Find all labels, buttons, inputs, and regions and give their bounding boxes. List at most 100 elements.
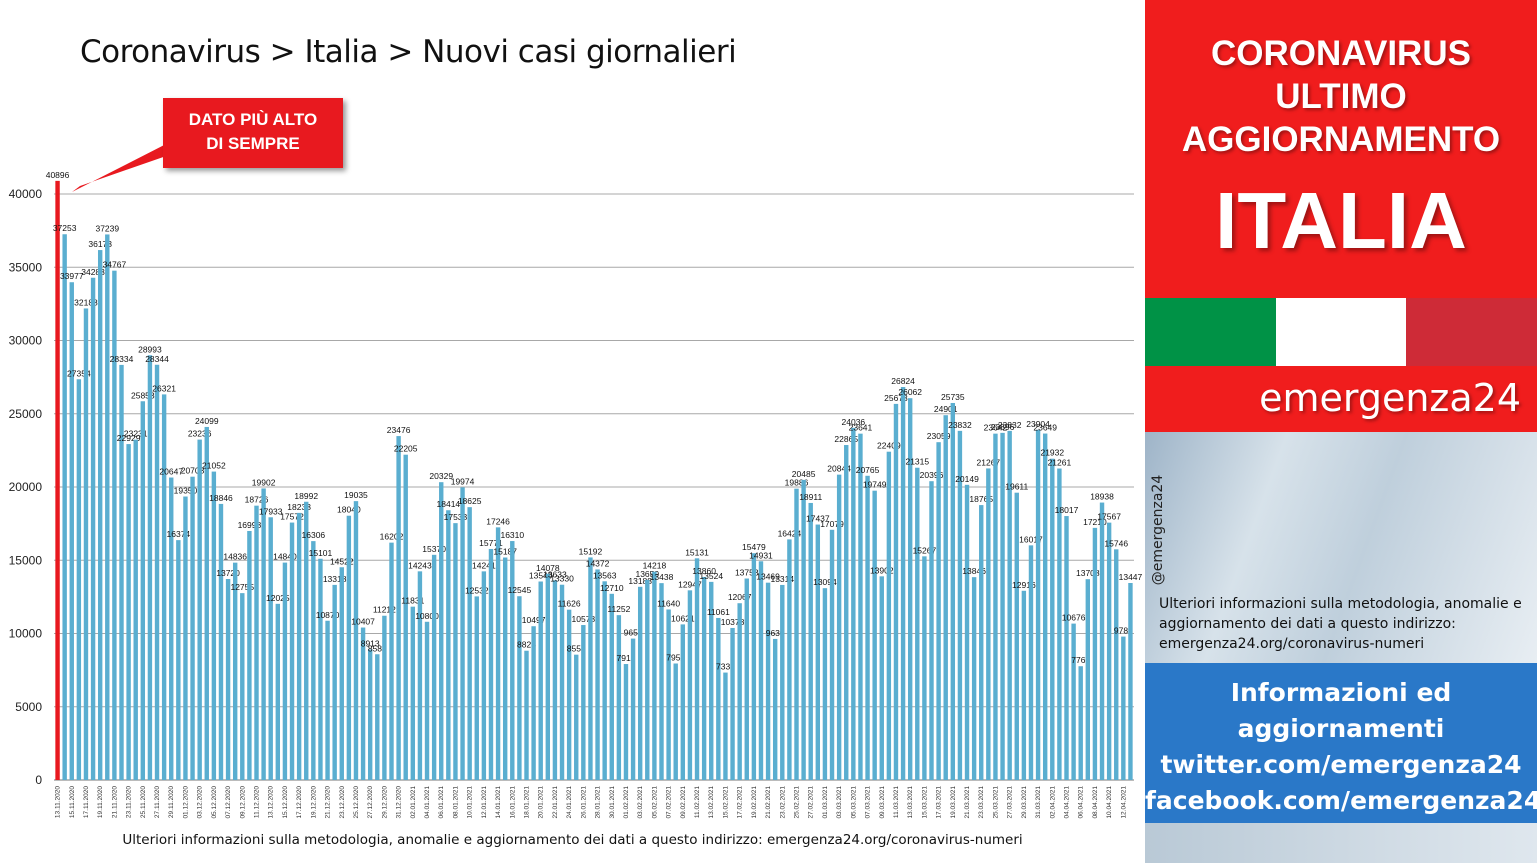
x-tick-label: 15.11.2020 [69,786,76,818]
data-label: 9789 [1114,626,1133,636]
data-label: 21052 [202,461,226,471]
x-tick-label: 04.04.2021 [1064,786,1071,819]
bar [616,615,622,780]
bar [886,451,892,780]
data-label: 10407 [351,617,375,627]
data-label: 17437 [806,514,830,524]
bar [659,583,664,780]
data-label: 23059 [927,431,951,441]
bar [389,542,394,780]
background-photo: @emergenza24 Ulteriori informazioni sull… [1145,432,1537,664]
bar [225,579,231,780]
data-label: 21261 [1048,458,1072,468]
data-label: 18233 [287,502,311,512]
methodology-note: Ulteriori informazioni sulla metodologia… [1159,596,1522,652]
bar [1057,468,1062,780]
data-label: 22409 [877,441,901,451]
bar [431,554,437,780]
x-tick-label: 01.03.2021 [822,786,829,819]
data-label: 24099 [195,416,219,426]
data-label: 11061 [707,607,730,617]
bar [687,590,693,780]
data-label: 17572 [280,512,304,522]
data-label: 12545 [508,585,532,595]
data-label: 25673 [884,393,908,403]
data-label: 19035 [344,490,368,500]
data-label: 16424 [778,528,802,538]
italian-flag [1145,298,1537,366]
bar [1064,516,1069,780]
y-tick-label: 15000 [9,553,43,567]
x-tick-label: 09.12.2020 [239,786,246,819]
facebook-link[interactable]: facebook.com/emergenza24 [1145,786,1537,815]
data-label: 15101 [309,548,333,558]
data-label: 23642 [984,423,1008,433]
bar [147,355,153,780]
data-label: 16310 [500,530,524,540]
data-label: 20703 [181,466,205,476]
data-label: 13753 [735,568,759,578]
bar [339,567,344,780]
x-tick-label: 17.03.2021 [936,786,943,819]
data-label: 12067 [728,592,752,602]
x-tick-label: 29.12.2020 [381,786,388,819]
data-label: 7916 [617,653,636,663]
social-handle: @emergenza24 [1150,474,1166,586]
bar [1021,590,1027,780]
bar [488,548,494,780]
bar [836,474,842,780]
data-label: 14931 [749,550,773,560]
bar [701,576,707,780]
x-tick-label: 22.01.2021 [552,786,559,819]
data-label: 20647 [159,467,183,477]
bar [318,558,323,780]
data-label: 15267 [913,545,937,555]
bar [957,430,963,780]
bar [268,517,273,780]
bar [602,581,607,780]
bar [737,603,742,780]
data-label: 13330 [550,574,574,584]
bar [637,586,643,780]
twitter-link[interactable]: twitter.com/emergenza24 [1160,750,1522,779]
data-label: 13720 [216,568,240,578]
data-label: 16306 [302,530,326,540]
data-label: 12947 [678,579,702,589]
x-tick-label: 23.11.2020 [126,786,133,818]
x-tick-label: 27.12.2020 [367,786,374,819]
bar [190,476,195,780]
data-label: 14241 [472,560,496,570]
bar [1106,522,1112,780]
x-tick-label: 05.12.2020 [211,786,218,819]
bar [119,364,124,780]
data-label: 17210 [1083,517,1107,527]
data-label: 7767 [1071,655,1090,665]
x-tick-label: 06.01.2021 [438,786,445,819]
x-tick-label: 15.03.2021 [921,786,928,819]
data-label: 33977 [60,271,84,281]
data-label: 15131 [685,547,709,557]
bar [552,580,558,780]
data-label: 14522 [330,556,354,566]
bar [709,581,714,780]
bar [83,308,89,780]
x-tick-label: 21.03.2021 [964,786,971,819]
data-label: 36173 [88,239,112,249]
bar-highlight [55,180,60,780]
bar [446,510,451,780]
x-tick-label: 08.01.2021 [452,786,459,819]
data-label: 15746 [1104,538,1128,548]
x-tick-label: 21.12.2020 [325,786,332,819]
bar [993,433,998,780]
bar [844,445,849,780]
bar [943,415,948,780]
bar [730,627,735,780]
data-label: 28334 [110,354,134,364]
bar [424,621,430,780]
bar [971,577,977,780]
flag-white-stripe [1275,298,1407,366]
header-block: CORONAVIRUS ULTIMO AGGIORNAMENTO ITALIA [1145,0,1537,298]
x-tick-label: 20.01.2021 [538,786,545,819]
data-label: 18846 [209,493,233,503]
data-label: 18765 [969,494,993,504]
